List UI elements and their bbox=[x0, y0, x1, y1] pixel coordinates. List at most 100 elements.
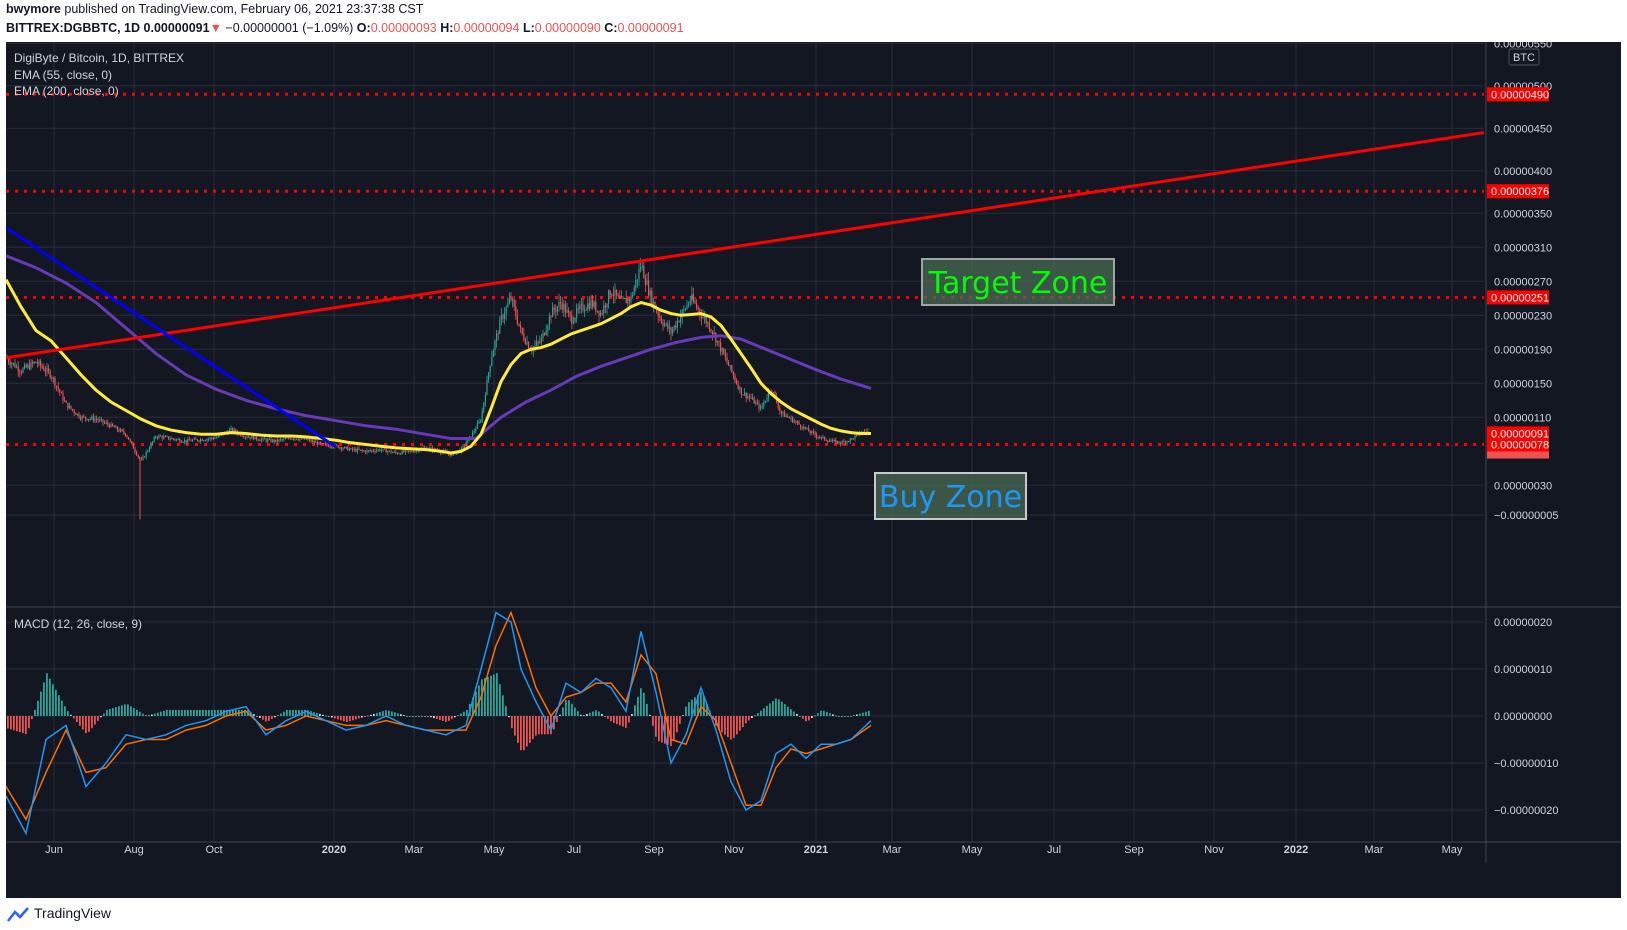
candle-body bbox=[715, 332, 717, 343]
chart-svg[interactable]: Target Zone Buy Zone 0.000.000005500.0000… bbox=[6, 42, 1621, 898]
macd-histogram-bar bbox=[643, 692, 645, 716]
candle-body bbox=[280, 439, 282, 441]
candle-body bbox=[142, 456, 144, 460]
candle-body bbox=[174, 439, 176, 441]
candle-body bbox=[400, 453, 402, 455]
candle-body bbox=[356, 448, 358, 452]
macd-histogram-bar bbox=[121, 705, 123, 716]
candle-body bbox=[286, 437, 288, 439]
candle-body bbox=[564, 304, 566, 313]
candle-body bbox=[308, 439, 310, 441]
price-level-badge bbox=[1487, 87, 1549, 102]
macd-histogram-bar bbox=[577, 711, 579, 716]
candle-body bbox=[348, 448, 350, 451]
macd-histogram-bar bbox=[394, 712, 396, 716]
candle-body bbox=[244, 436, 246, 438]
candle-body bbox=[411, 450, 413, 452]
macd-signal-line bbox=[6, 610, 872, 822]
ema55-legend[interactable]: EMA (55, close, 0) bbox=[14, 68, 112, 82]
candle-body bbox=[510, 298, 512, 300]
buy-zone-box[interactable] bbox=[874, 472, 1027, 520]
macd-histogram-bar bbox=[169, 709, 171, 716]
candle-body bbox=[126, 435, 128, 438]
candle-body bbox=[267, 439, 269, 442]
price-tick-label: 0.00000190 bbox=[1494, 344, 1552, 356]
candle-body bbox=[68, 405, 70, 409]
candle-body bbox=[476, 423, 478, 429]
macd-histogram-bar bbox=[841, 716, 843, 717]
candle-body bbox=[712, 331, 714, 334]
candle-body bbox=[584, 310, 586, 312]
ema200-line[interactable] bbox=[6, 254, 872, 441]
macd-histogram-bar bbox=[55, 689, 57, 716]
macd-histogram-bar bbox=[172, 709, 174, 716]
time-tick-label: Nov bbox=[1204, 844, 1224, 856]
macd-histogram-bar bbox=[253, 714, 255, 716]
target-zone-box[interactable] bbox=[921, 258, 1115, 306]
candle-body bbox=[825, 439, 827, 441]
price-tick-label: 0.00000350 bbox=[1494, 208, 1552, 220]
time-tick-label: Jul bbox=[1047, 844, 1061, 856]
candle-body bbox=[248, 436, 250, 438]
macd-histogram-bar bbox=[226, 709, 228, 716]
candle-body bbox=[748, 396, 750, 398]
candle-body bbox=[208, 438, 210, 440]
candle-body bbox=[121, 429, 123, 431]
candle-body bbox=[182, 442, 184, 444]
candle-body bbox=[35, 361, 37, 363]
candle-body bbox=[488, 372, 490, 380]
candle-body bbox=[774, 392, 776, 397]
candle-body bbox=[636, 279, 638, 281]
brand-label[interactable]: TradingView bbox=[34, 905, 112, 921]
overlays[interactable]: Target Zone Buy Zone bbox=[6, 131, 1485, 520]
macd-histogram-bar bbox=[646, 703, 648, 716]
macd-histogram-bar bbox=[415, 716, 417, 717]
candle-body bbox=[572, 321, 574, 324]
candle-body bbox=[598, 310, 600, 317]
candle-body bbox=[340, 447, 342, 450]
macd-legend[interactable]: MACD (12, 26, close, 9) bbox=[14, 617, 142, 631]
trend-line-blue[interactable] bbox=[6, 226, 337, 449]
chart-area[interactable]: Target Zone Buy Zone 0.000.000005500.0000… bbox=[6, 42, 1621, 898]
currency-badge[interactable] bbox=[1508, 48, 1540, 66]
macd-histogram-bar bbox=[544, 716, 546, 735]
candle-body bbox=[252, 435, 254, 440]
candle-body bbox=[254, 436, 256, 440]
author-name[interactable]: bwymore bbox=[6, 2, 61, 16]
candle-body bbox=[275, 439, 277, 442]
macd-histogram-bar bbox=[127, 704, 129, 716]
macd-histogram-bar bbox=[787, 706, 789, 716]
ema200-legend[interactable]: EMA (200, close, 0) bbox=[14, 84, 119, 98]
macd-histogram-bar bbox=[256, 716, 258, 717]
time-tick-label: Oct bbox=[205, 844, 222, 856]
macd-histogram-bar bbox=[331, 716, 333, 718]
candle-body bbox=[643, 266, 645, 279]
candle-body bbox=[148, 448, 150, 451]
candle-body bbox=[188, 439, 190, 441]
candle-body bbox=[404, 450, 406, 453]
candle-body bbox=[502, 315, 504, 319]
candle-body bbox=[376, 450, 378, 452]
candle-body bbox=[393, 451, 395, 453]
candle-body bbox=[771, 391, 773, 393]
price-level-label: 0.00000091 bbox=[1491, 428, 1549, 440]
horizontal-levels[interactable] bbox=[6, 92, 1484, 446]
macd-histogram-bar bbox=[799, 716, 801, 717]
candle-body bbox=[96, 418, 98, 420]
candle-body bbox=[628, 298, 630, 302]
ema55-line[interactable] bbox=[6, 278, 871, 455]
macd-histogram-bar bbox=[319, 713, 321, 716]
candle-body bbox=[19, 371, 21, 373]
candle-body bbox=[641, 266, 643, 268]
candle-body bbox=[137, 455, 139, 457]
candle-body bbox=[268, 438, 270, 440]
macd-histogram-bar bbox=[364, 716, 366, 717]
trend-line-red[interactable] bbox=[6, 131, 1485, 360]
macd-histogram-bar bbox=[49, 678, 51, 716]
tradingview-logo-icon[interactable] bbox=[6, 905, 32, 925]
macd-histogram-bar bbox=[409, 716, 411, 717]
candle-body bbox=[766, 397, 768, 401]
candle-body bbox=[54, 378, 56, 386]
candle-body bbox=[811, 431, 813, 433]
candle-body bbox=[846, 441, 848, 444]
